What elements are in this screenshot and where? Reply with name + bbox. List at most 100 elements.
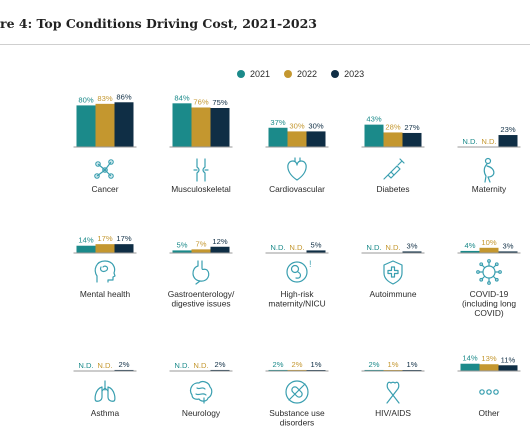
- bar-diabetes-2023: [402, 132, 422, 147]
- title-divider: [0, 44, 530, 45]
- category-label-hiv-aids: HIV/AIDS: [375, 408, 411, 418]
- legend-item-2023: 2023: [331, 69, 364, 79]
- legend-label-2023: 2023: [344, 69, 365, 79]
- value-label-high-risk-maternity-nicu-2022: N.D.: [289, 243, 304, 252]
- value-label-substance-use-disorders-2022: 2%: [292, 360, 303, 369]
- bar-other-2021: [460, 363, 480, 371]
- category-label-maternity: Maternity: [472, 184, 507, 194]
- bar-other-2022: [479, 364, 499, 371]
- value-label-maternity-2021: N.D.: [462, 137, 477, 146]
- category-label-musculoskeletal: Musculoskeletal: [171, 184, 231, 194]
- bar-diabetes-2022: [383, 132, 403, 147]
- value-label-maternity-2022: N.D.: [481, 137, 496, 146]
- value-label-cancer-2022: 83%: [97, 94, 112, 103]
- bar-autoimmune-2023: [402, 251, 422, 253]
- heart-icon: [287, 157, 307, 181]
- value-label-cancer-2023: 86%: [116, 92, 131, 101]
- value-label-mental-health-2023: 17%: [116, 234, 131, 243]
- joint-icon: [193, 158, 209, 182]
- value-label-covid-19-including-long-covid-2022: 10%: [481, 238, 496, 247]
- value-label-hiv-aids-2023: 1%: [407, 360, 418, 369]
- bar-substance-use-disorders-2021: [268, 369, 288, 371]
- value-label-neurology-2021: N.D.: [174, 361, 189, 370]
- bar-musculoskeletal-2021: [172, 103, 192, 147]
- value-label-diabetes-2021: 43%: [366, 115, 381, 124]
- bar-maternity-2023: [498, 135, 518, 147]
- value-label-diabetes-2023: 27%: [404, 123, 419, 132]
- value-label-asthma-2023: 2%: [119, 360, 130, 369]
- value-label-autoimmune-2023: 3%: [407, 241, 418, 250]
- bar-covid-19-including-long-covid-2022: [479, 247, 499, 253]
- value-label-gastroenterology-digestive-issues-2023: 12%: [212, 237, 227, 246]
- value-label-other-2022: 13%: [481, 354, 496, 363]
- category-label-neurology: Neurology: [182, 408, 221, 418]
- value-label-cardiovascular-2021: 37%: [270, 118, 285, 127]
- syringe-icon: [383, 158, 405, 180]
- bar-covid-19-including-long-covid-2023: [498, 251, 518, 253]
- bar-neurology-2023: [210, 369, 230, 371]
- bar-gastroenterology-digestive-issues-2023: [210, 246, 230, 253]
- value-label-hiv-aids-2021: 2%: [369, 360, 380, 369]
- category-label-covid-19-including-long-covid: COVID-19 (including long COVID): [462, 289, 516, 318]
- legend-swatch-2021: [237, 70, 245, 78]
- value-label-substance-use-disorders-2023: 1%: [311, 360, 322, 369]
- bar-cardiovascular-2021: [268, 127, 288, 147]
- bar-mental-health-2021: [76, 245, 96, 253]
- value-label-musculoskeletal-2021: 84%: [174, 93, 189, 102]
- value-label-diabetes-2022: 28%: [385, 122, 400, 131]
- bar-other-2023: [498, 365, 518, 371]
- brain-icon: [189, 381, 213, 404]
- value-label-hiv-aids-2022: 1%: [388, 360, 399, 369]
- bar-hiv-aids-2021: [364, 369, 384, 371]
- category-label-autoimmune: Autoimmune: [369, 289, 416, 299]
- bar-cardiovascular-2023: [306, 131, 326, 147]
- legend-item-2022: 2022: [284, 69, 317, 79]
- value-label-mental-health-2022: 17%: [97, 234, 112, 243]
- bar-substance-use-disorders-2022: [287, 369, 307, 371]
- bar-asthma-2023: [114, 369, 134, 371]
- value-label-mental-health-2021: 14%: [78, 236, 93, 245]
- value-label-neurology-2022: N.D.: [193, 361, 208, 370]
- virus-icon: [476, 259, 502, 285]
- fetus-icon: !: [286, 259, 312, 283]
- value-label-cardiovascular-2022: 30%: [289, 121, 304, 130]
- legend-swatch-2023: [331, 70, 340, 78]
- value-label-high-risk-maternity-nicu-2021: N.D.: [270, 243, 285, 252]
- value-label-asthma-2021: N.D.: [78, 361, 93, 370]
- bar-cancer-2022: [95, 103, 115, 147]
- value-label-gastroenterology-digestive-issues-2022: 7%: [196, 239, 207, 248]
- bar-gastroenterology-digestive-issues-2021: [172, 250, 192, 253]
- category-label-mental-health: Mental health: [80, 289, 131, 299]
- pregnancy-icon: [483, 157, 495, 183]
- no-pill-icon: [285, 380, 309, 404]
- value-label-maternity-2023: 23%: [500, 125, 515, 134]
- stomach-icon: [192, 260, 210, 285]
- value-label-autoimmune-2022: N.D.: [385, 243, 400, 252]
- category-label-gastroenterology-digestive-issues: Gastroenterology/digestive issues: [168, 289, 235, 309]
- value-label-cardiovascular-2023: 30%: [308, 121, 323, 130]
- bar-gastroenterology-digestive-issues-2022: [191, 249, 211, 253]
- shield-cross-icon: [383, 260, 403, 285]
- legend-item-2021: 2021: [237, 69, 270, 79]
- value-label-substance-use-disorders-2021: 2%: [273, 360, 284, 369]
- category-label-other: Other: [479, 408, 500, 418]
- value-label-cancer-2021: 80%: [78, 95, 93, 104]
- category-label-cancer: Cancer: [92, 184, 119, 194]
- legend: 2021 2022 2023: [237, 69, 364, 79]
- value-label-other-2023: 11%: [501, 355, 516, 364]
- bar-musculoskeletal-2022: [191, 107, 211, 147]
- value-label-autoimmune-2021: N.D.: [366, 243, 381, 252]
- category-label-asthma: Asthma: [91, 408, 120, 418]
- category-label-substance-use-disorders: Substance use disorders: [269, 408, 325, 428]
- legend-swatch-2022: [284, 70, 293, 78]
- category-label-cardiovascular: Cardiovascular: [269, 184, 325, 194]
- lungs-icon: [94, 380, 116, 402]
- ribbon-icon: [386, 381, 400, 404]
- value-label-asthma-2022: N.D.: [97, 361, 112, 370]
- svg-text:!: !: [309, 259, 312, 269]
- value-label-covid-19-including-long-covid-2023: 3%: [503, 241, 514, 250]
- legend-label-2022: 2022: [297, 69, 318, 79]
- bar-high-risk-maternity-nicu-2023: [306, 250, 326, 253]
- category-label-high-risk-maternity-nicu: High-risk maternity/NICU: [268, 289, 325, 309]
